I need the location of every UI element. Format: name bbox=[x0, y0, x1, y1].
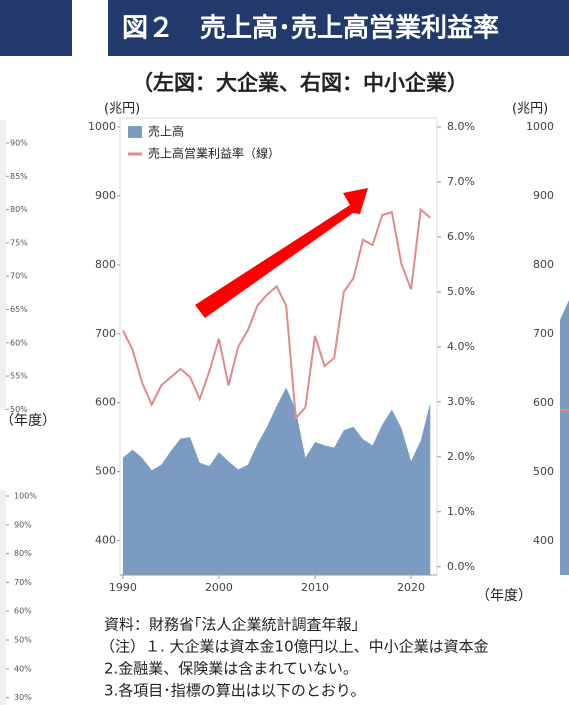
legend-label: 売上高営業利益率（線） bbox=[148, 146, 280, 161]
area-series bbox=[122, 387, 431, 575]
y2-tick-label: 8.0% bbox=[447, 120, 475, 133]
side-tick-label: 50% bbox=[14, 636, 32, 645]
y-tick-label: 500 bbox=[95, 465, 116, 478]
note: 3.各項目･指標の算出は以下のとおり。 bbox=[104, 682, 366, 700]
side-tick-label: 50% bbox=[10, 405, 28, 414]
trend-arrow bbox=[195, 188, 368, 318]
y-tick-label: 400 bbox=[95, 534, 116, 547]
subtitle: （左図：大企業、右図：中小企業） bbox=[132, 71, 468, 95]
side-tick-label: 90% bbox=[10, 139, 28, 148]
legend-swatch bbox=[128, 126, 142, 138]
side-tick-label: 400 bbox=[533, 534, 554, 547]
header-bar bbox=[108, 0, 569, 56]
side-tick-label: 80% bbox=[14, 549, 32, 558]
side-tick-label: 60% bbox=[14, 607, 32, 616]
y2-tick-label: 1.0% bbox=[447, 505, 475, 518]
y-tick-label: 700 bbox=[95, 327, 116, 340]
left-plot-edge bbox=[0, 490, 6, 705]
y-tick-label: 900 bbox=[95, 189, 116, 202]
side-tick-label: 1000 bbox=[526, 120, 554, 133]
note: 資料：財務省｢法人企業統計調査年報｣ bbox=[104, 616, 359, 634]
y-axis-label: (兆円) bbox=[104, 102, 140, 117]
left-plot-edge bbox=[0, 120, 6, 410]
side-tick-label: 900 bbox=[533, 189, 554, 202]
side-tick-label: 80% bbox=[10, 205, 28, 214]
left-x-label: （年度） bbox=[0, 413, 56, 429]
side-tick-label: 90% bbox=[14, 520, 32, 529]
right-unit: (兆円) bbox=[512, 102, 548, 117]
y-tick-label: 600 bbox=[95, 396, 116, 409]
x-tick-label: 2020 bbox=[397, 581, 425, 594]
y2-tick-label: 5.0% bbox=[447, 285, 475, 298]
note: 2.金融業、保険業は含まれていない。 bbox=[104, 660, 358, 678]
side-tick-label: 100% bbox=[14, 492, 37, 501]
header-block bbox=[0, 0, 72, 56]
side-tick-label: 75% bbox=[10, 238, 28, 247]
side-tick-label: 40% bbox=[14, 664, 32, 673]
y2-tick-label: 4.0% bbox=[447, 340, 475, 353]
side-tick-label: 600 bbox=[533, 396, 554, 409]
legend-label: 売上高 bbox=[148, 124, 184, 139]
y2-tick-label: 3.0% bbox=[447, 395, 475, 408]
header-title: 図２ 売上高･売上高営業利益率 bbox=[122, 13, 499, 44]
x-tick-label: 2010 bbox=[301, 581, 329, 594]
x-axis-label: （年度） bbox=[476, 588, 532, 604]
x-tick-label: 2000 bbox=[205, 581, 233, 594]
y2-tick-label: 7.0% bbox=[447, 175, 475, 188]
y2-tick-label: 2.0% bbox=[447, 450, 475, 463]
side-tick-label: 70% bbox=[14, 578, 32, 587]
note: （注）１. 大企業は資本金10億円以上、中小企業は資本金 bbox=[100, 638, 489, 656]
side-tick-label: 55% bbox=[10, 372, 28, 381]
side-tick-label: 70% bbox=[10, 272, 28, 281]
side-tick-label: 800 bbox=[533, 258, 554, 271]
side-tick-label: 700 bbox=[533, 327, 554, 340]
side-tick-label: 65% bbox=[10, 305, 28, 314]
right-area-fragment bbox=[560, 300, 569, 575]
line-series bbox=[122, 207, 431, 421]
y-tick-label: 800 bbox=[95, 258, 116, 271]
y-tick-label: 1000 bbox=[88, 120, 116, 133]
x-tick-label: 1990 bbox=[109, 581, 137, 594]
side-tick-label: 85% bbox=[10, 172, 28, 181]
y2-tick-label: 6.0% bbox=[447, 230, 475, 243]
side-tick-label: 500 bbox=[533, 465, 554, 478]
side-tick-label: 30% bbox=[14, 693, 32, 702]
side-tick-label: 60% bbox=[10, 338, 28, 347]
y2-tick-label: 0.0% bbox=[447, 560, 475, 573]
